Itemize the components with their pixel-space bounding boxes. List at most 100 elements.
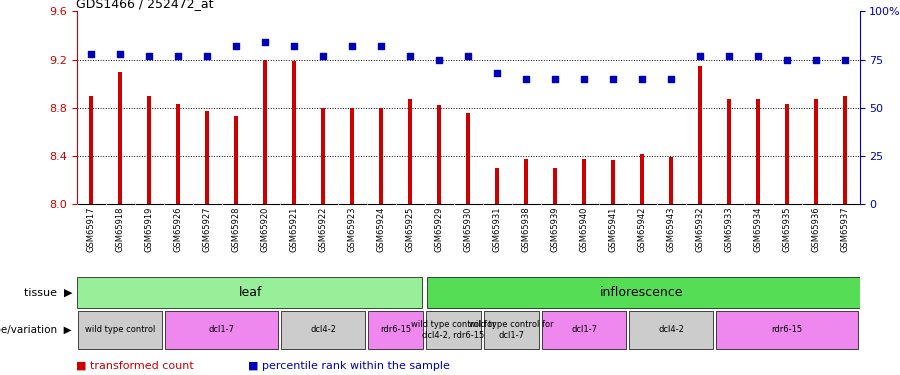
Text: ■ transformed count: ■ transformed count bbox=[76, 361, 194, 370]
Point bbox=[171, 53, 185, 58]
Text: GSM65917: GSM65917 bbox=[86, 207, 95, 252]
Text: genotype/variation  ▶: genotype/variation ▶ bbox=[0, 325, 72, 335]
Bar bbox=[670, 157, 672, 204]
Text: dcl4-2: dcl4-2 bbox=[310, 326, 336, 334]
Bar bbox=[205, 111, 209, 204]
Bar bbox=[727, 99, 731, 204]
Bar bbox=[698, 66, 702, 204]
Text: GSM65920: GSM65920 bbox=[260, 207, 269, 252]
Point bbox=[461, 53, 475, 58]
Point bbox=[403, 53, 418, 58]
Bar bbox=[495, 168, 499, 204]
Bar bbox=[264, 60, 266, 204]
Text: dcl1-7: dcl1-7 bbox=[571, 326, 597, 334]
Text: GSM65923: GSM65923 bbox=[347, 207, 356, 252]
Text: ■ percentile rank within the sample: ■ percentile rank within the sample bbox=[248, 361, 449, 370]
Point bbox=[634, 76, 649, 82]
Bar bbox=[428, 278, 860, 308]
Bar bbox=[786, 104, 788, 204]
Text: GSM65929: GSM65929 bbox=[435, 207, 444, 252]
Text: GSM65932: GSM65932 bbox=[696, 207, 705, 252]
Point bbox=[518, 76, 533, 82]
Text: wild type control for
dcl4-2, rdr6-15: wild type control for dcl4-2, rdr6-15 bbox=[411, 320, 496, 340]
Text: GSM65927: GSM65927 bbox=[202, 207, 211, 252]
Text: GSM65926: GSM65926 bbox=[174, 207, 183, 252]
Text: dcl4-2: dcl4-2 bbox=[658, 326, 684, 334]
Text: GSM65941: GSM65941 bbox=[608, 207, 617, 252]
Text: GSM65921: GSM65921 bbox=[290, 207, 299, 252]
Text: GSM65934: GSM65934 bbox=[753, 207, 762, 252]
Bar bbox=[176, 104, 180, 204]
Bar bbox=[118, 72, 122, 204]
Bar bbox=[76, 278, 421, 308]
Bar bbox=[368, 310, 423, 350]
Point bbox=[345, 43, 359, 49]
Bar bbox=[611, 160, 615, 204]
Bar bbox=[426, 310, 482, 350]
Text: tissue  ▶: tissue ▶ bbox=[23, 288, 72, 297]
Text: wild type control for
dcl1-7: wild type control for dcl1-7 bbox=[469, 320, 554, 340]
Bar bbox=[350, 108, 354, 204]
Bar bbox=[437, 105, 441, 204]
Text: GSM65933: GSM65933 bbox=[724, 207, 733, 252]
Bar bbox=[281, 310, 365, 350]
Point bbox=[84, 51, 98, 57]
Text: GSM65925: GSM65925 bbox=[406, 207, 415, 252]
Point bbox=[693, 53, 707, 58]
Text: wild type control: wild type control bbox=[85, 326, 155, 334]
Text: GSM65939: GSM65939 bbox=[551, 207, 560, 252]
Bar bbox=[542, 310, 626, 350]
Point bbox=[722, 53, 736, 58]
Point bbox=[838, 57, 852, 63]
Point bbox=[112, 51, 127, 57]
Point bbox=[779, 57, 794, 63]
Text: GSM65918: GSM65918 bbox=[115, 207, 124, 252]
Bar bbox=[716, 310, 858, 350]
Bar bbox=[525, 159, 527, 204]
Bar bbox=[756, 99, 760, 204]
Text: inflorescence: inflorescence bbox=[600, 286, 684, 299]
Bar bbox=[582, 159, 586, 204]
Point bbox=[606, 76, 620, 82]
Text: GSM65919: GSM65919 bbox=[145, 207, 154, 252]
Text: GDS1466 / 252472_at: GDS1466 / 252472_at bbox=[76, 0, 214, 10]
Point bbox=[287, 43, 302, 49]
Bar bbox=[321, 108, 325, 204]
Bar bbox=[409, 99, 411, 204]
Text: GSM65940: GSM65940 bbox=[580, 207, 589, 252]
Bar bbox=[292, 61, 296, 204]
Bar bbox=[78, 310, 162, 350]
Point bbox=[142, 53, 157, 58]
Bar bbox=[484, 310, 539, 350]
Text: GSM65935: GSM65935 bbox=[782, 207, 791, 252]
Point bbox=[257, 39, 272, 45]
Point bbox=[577, 76, 591, 82]
Point bbox=[664, 76, 679, 82]
Point bbox=[548, 76, 562, 82]
Text: GSM65937: GSM65937 bbox=[841, 207, 850, 252]
Point bbox=[809, 57, 824, 63]
Text: rdr6-15: rdr6-15 bbox=[771, 326, 803, 334]
Text: GSM65931: GSM65931 bbox=[492, 207, 501, 252]
Point bbox=[316, 53, 330, 58]
Bar bbox=[554, 168, 557, 204]
Text: rdr6-15: rdr6-15 bbox=[380, 326, 411, 334]
Point bbox=[432, 57, 446, 63]
Point bbox=[374, 43, 388, 49]
Text: GSM65924: GSM65924 bbox=[376, 207, 385, 252]
Text: GSM65930: GSM65930 bbox=[464, 207, 472, 252]
Point bbox=[751, 53, 765, 58]
Bar bbox=[379, 108, 382, 204]
Text: dcl1-7: dcl1-7 bbox=[209, 326, 235, 334]
Text: leaf: leaf bbox=[238, 286, 262, 299]
Text: GSM65938: GSM65938 bbox=[521, 207, 530, 252]
Bar bbox=[629, 310, 713, 350]
Text: GSM65922: GSM65922 bbox=[319, 207, 328, 252]
Text: GSM65936: GSM65936 bbox=[812, 207, 821, 252]
Point bbox=[490, 70, 504, 76]
Bar bbox=[234, 116, 238, 204]
Bar bbox=[640, 154, 644, 204]
Bar bbox=[466, 112, 470, 204]
Bar bbox=[814, 99, 818, 204]
Bar bbox=[148, 96, 150, 204]
